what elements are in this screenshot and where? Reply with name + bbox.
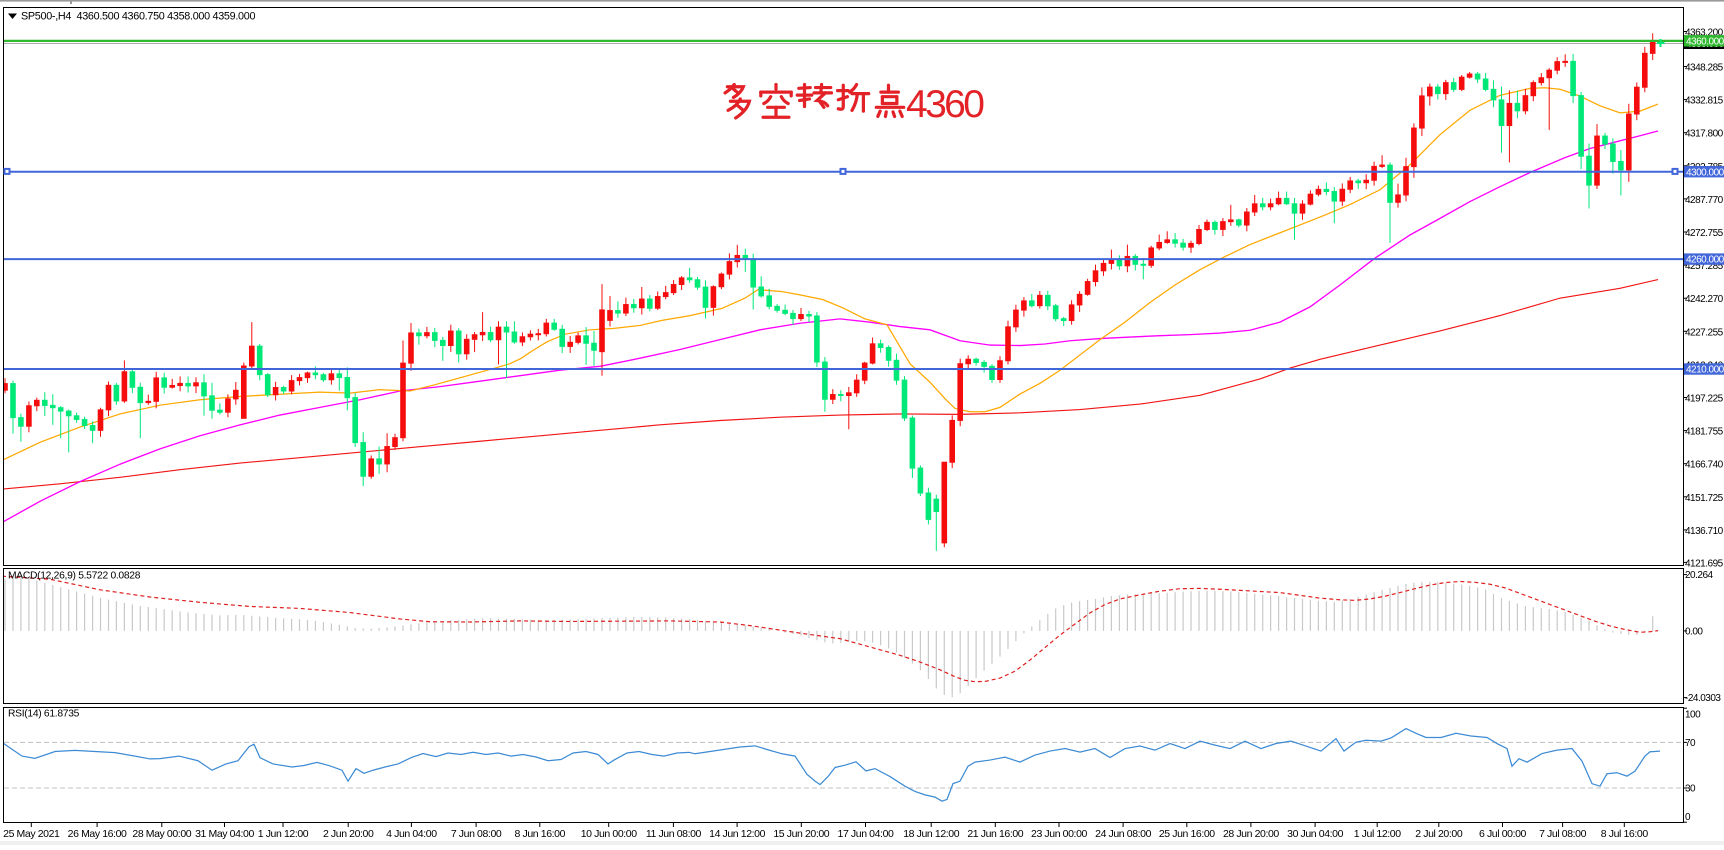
svg-text:28 May 00:00: 28 May 00:00 — [132, 828, 191, 840]
svg-text:8 Jun 16:00: 8 Jun 16:00 — [515, 828, 566, 840]
svg-text:4242.270: 4242.270 — [1685, 294, 1724, 305]
svg-text:4317.800: 4317.800 — [1685, 129, 1724, 140]
svg-text:4197.225: 4197.225 — [1685, 394, 1724, 405]
svg-text:7 Jul 08:00: 7 Jul 08:00 — [1539, 828, 1587, 840]
svg-text:15 Jun 20:00: 15 Jun 20:00 — [773, 828, 829, 840]
svg-text:4272.755: 4272.755 — [1685, 228, 1724, 239]
svg-text:4136.710: 4136.710 — [1685, 526, 1724, 537]
svg-text:1 Jul 12:00: 1 Jul 12:00 — [1354, 828, 1402, 840]
svg-text:23 Jun 00:00: 23 Jun 00:00 — [1031, 828, 1087, 840]
svg-text:100: 100 — [1685, 710, 1701, 721]
svg-text:25 May 2021: 25 May 2021 — [3, 828, 60, 840]
svg-text:4166.740: 4166.740 — [1685, 460, 1724, 471]
svg-text:7 Jun 08:00: 7 Jun 08:00 — [451, 828, 502, 840]
svg-text:6 Jul 00:00: 6 Jul 00:00 — [1479, 828, 1527, 840]
svg-text:MACD(12,26,9) 5.5722 0.0828: MACD(12,26,9) 5.5722 0.0828 — [8, 571, 141, 582]
svg-text:4363.200: 4363.200 — [1685, 28, 1724, 39]
svg-text:4287.770: 4287.770 — [1685, 195, 1724, 206]
svg-text:0: 0 — [1685, 812, 1691, 823]
svg-text:10 Jun 00:00: 10 Jun 00:00 — [581, 828, 637, 840]
svg-text:1 Jun 12:00: 1 Jun 12:00 — [258, 828, 309, 840]
svg-text:4360: 4360 — [906, 83, 984, 126]
svg-text:-24.0303: -24.0303 — [1685, 693, 1721, 704]
svg-text:25 Jun 16:00: 25 Jun 16:00 — [1159, 828, 1215, 840]
svg-text:31 May 04:00: 31 May 04:00 — [195, 828, 254, 840]
svg-text:4227.255: 4227.255 — [1685, 327, 1724, 338]
svg-text:4360.000: 4360.000 — [1686, 36, 1724, 47]
svg-text:26 May 16:00: 26 May 16:00 — [68, 828, 127, 840]
svg-text:4121.695: 4121.695 — [1685, 558, 1724, 569]
svg-text:RSI(14) 61.8735: RSI(14) 61.8735 — [8, 709, 80, 720]
svg-text:4 Jun 04:00: 4 Jun 04:00 — [386, 828, 437, 840]
svg-text:4151.725: 4151.725 — [1685, 493, 1724, 504]
svg-text:28 Jun 20:00: 28 Jun 20:00 — [1223, 828, 1279, 840]
svg-text:70: 70 — [1685, 738, 1696, 749]
svg-text:30 Jun 04:00: 30 Jun 04:00 — [1287, 828, 1343, 840]
svg-text:11 Jun 08:00: 11 Jun 08:00 — [646, 828, 702, 840]
svg-text:21 Jun 16:00: 21 Jun 16:00 — [967, 828, 1023, 840]
svg-text:14 Jun 12:00: 14 Jun 12:00 — [709, 828, 765, 840]
svg-text:4348.285: 4348.285 — [1685, 63, 1724, 74]
svg-text:2 Jul 20:00: 2 Jul 20:00 — [1415, 828, 1463, 840]
svg-text:4210.000: 4210.000 — [1686, 365, 1724, 376]
svg-text:30: 30 — [1685, 784, 1696, 795]
svg-text:2 Jun 20:00: 2 Jun 20:00 — [323, 828, 374, 840]
svg-text:24 Jun 08:00: 24 Jun 08:00 — [1095, 828, 1151, 840]
svg-text:8 Jul 16:00: 8 Jul 16:00 — [1601, 828, 1649, 840]
svg-text:4260.000: 4260.000 — [1686, 255, 1724, 266]
svg-text:20.264: 20.264 — [1685, 570, 1714, 581]
svg-text:4300.000: 4300.000 — [1686, 167, 1724, 178]
svg-text:0.00: 0.00 — [1685, 627, 1703, 638]
svg-text:4257.285: 4257.285 — [1685, 261, 1724, 272]
svg-text:17 Jun 04:00: 17 Jun 04:00 — [838, 828, 894, 840]
svg-text:4332.815: 4332.815 — [1685, 96, 1724, 107]
svg-text:18 Jun 12:00: 18 Jun 12:00 — [903, 828, 959, 840]
svg-text:SP500-,H4 4360.500 4360.750 4: SP500-,H4 4360.500 4360.750 4358.000 435… — [21, 11, 255, 23]
svg-text:4181.755: 4181.755 — [1685, 427, 1724, 438]
